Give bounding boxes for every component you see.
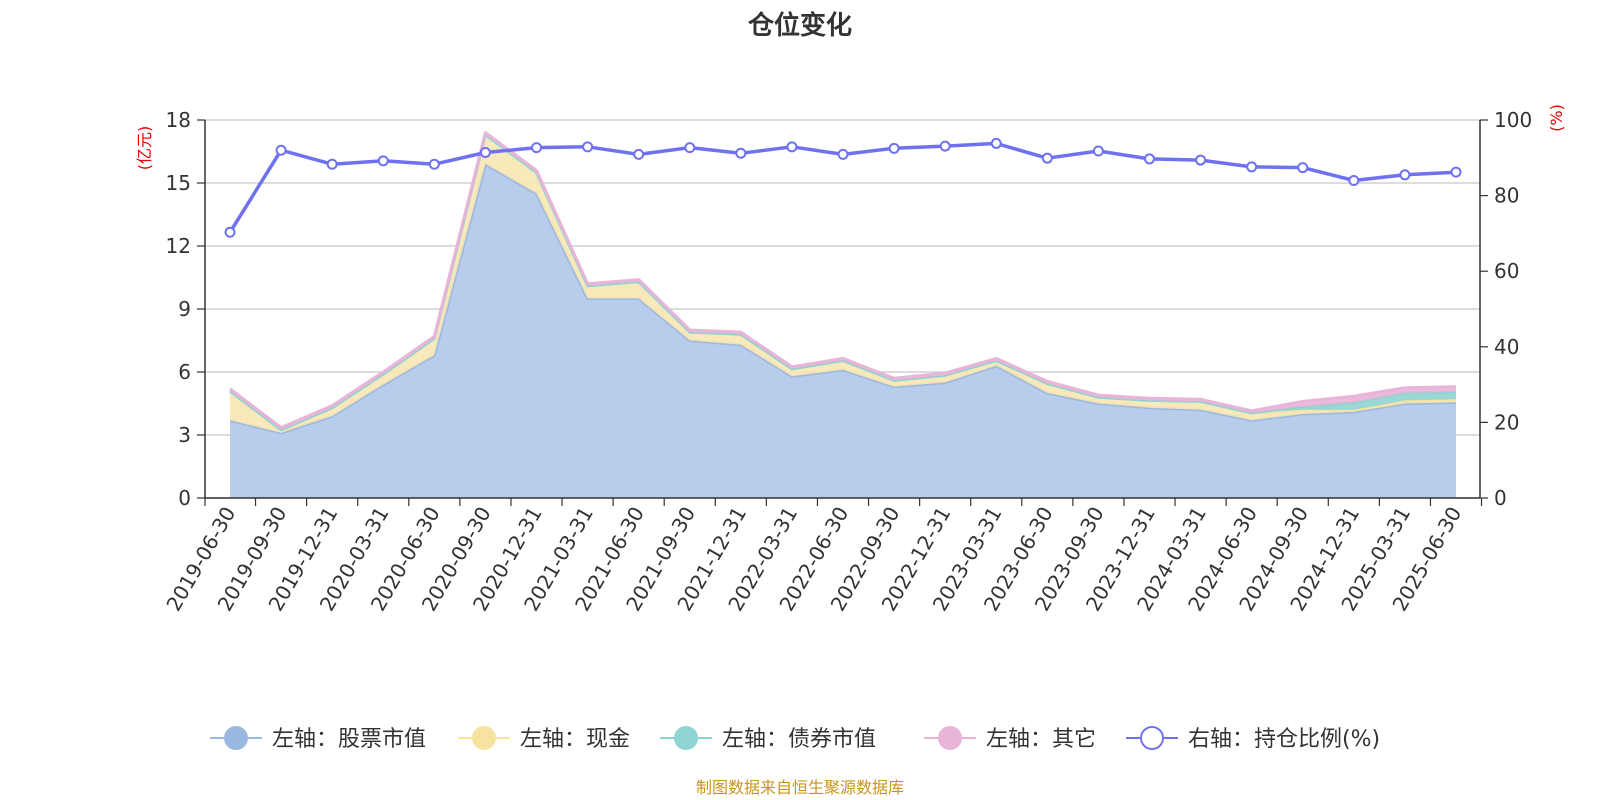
legend-marker: [938, 726, 962, 750]
ratio-point: [1297, 162, 1309, 174]
right-tick-label: 100: [1494, 108, 1532, 132]
ratio-point: [377, 155, 389, 167]
left-tick-label: 6: [178, 360, 191, 384]
ratio-point: [684, 142, 696, 154]
ratio-point: [1399, 169, 1411, 181]
legend-label: 左轴：债券市值: [722, 727, 876, 752]
stacked-areas: [229, 131, 1457, 498]
right-axis-unit: (%): [1547, 104, 1566, 132]
left-tick-label: 12: [166, 234, 191, 258]
legend-label: 左轴：其它: [986, 727, 1096, 752]
right-tick-label: 40: [1494, 335, 1519, 359]
ratio-point: [633, 148, 645, 160]
ratio-point: [888, 142, 900, 154]
legend-marker: [224, 726, 248, 750]
ratio-point: [1195, 154, 1207, 166]
other-area-edge: [229, 131, 1457, 430]
legend-item: 左轴：其它: [924, 726, 1096, 752]
legend-item: 右轴：持仓比例(%): [1126, 726, 1380, 752]
left-tick-label: 15: [166, 171, 191, 195]
left-tick-label: 3: [178, 423, 191, 447]
ratio-point: [837, 148, 849, 160]
right-tick-label: 20: [1494, 410, 1519, 434]
stock-value-area: [230, 164, 1456, 498]
ratio-point: [939, 140, 951, 152]
ratio-point: [1450, 166, 1462, 178]
data-source-note: 制图数据来自恒生聚源数据库: [696, 778, 904, 797]
legend-label: 左轴：股票市值: [272, 727, 426, 752]
ratio-point: [479, 147, 491, 159]
legend-marker: [674, 726, 698, 750]
ratio-point: [275, 144, 287, 156]
ratio-point: [1092, 145, 1104, 157]
ratio-line: [224, 137, 1462, 238]
legend-item: 左轴：债券市值: [660, 726, 876, 752]
ratio-point: [582, 141, 594, 153]
ratio-point: [531, 142, 542, 154]
legend-label: 右轴：持仓比例(%): [1188, 727, 1380, 752]
right-tick-label: 60: [1494, 259, 1519, 283]
legend-marker: [472, 726, 496, 750]
other-area: [230, 132, 1456, 430]
cash-area: [230, 134, 1456, 433]
ratio-point: [1041, 152, 1053, 164]
legend-item: 左轴：现金: [458, 726, 630, 752]
left-tick-label: 0: [178, 486, 191, 510]
legend-item: 左轴：股票市值: [210, 726, 426, 752]
chart-title: 仓位变化: [747, 10, 852, 41]
legend: 左轴：股票市值 左轴：现金 左轴：债券市值 左轴：其它 右轴：持仓比例(%): [210, 726, 1380, 752]
ratio-point: [735, 147, 747, 159]
ratio-point: [990, 137, 1002, 149]
right-tick-label: 0: [1494, 486, 1507, 510]
ratio-point: [326, 158, 338, 170]
legend-marker: [1140, 726, 1164, 750]
ratio-point: [786, 141, 798, 153]
legend-label: 左轴：现金: [520, 727, 630, 752]
ratio-point: [224, 226, 236, 238]
left-axis-unit: (亿元): [135, 126, 154, 171]
ratio-point: [1144, 153, 1155, 165]
ratio-point: [1246, 161, 1258, 173]
left-tick-label: 18: [166, 108, 191, 132]
left-tick-label: 9: [178, 297, 191, 321]
ratio-point: [1348, 174, 1360, 186]
ratio-point: [428, 158, 440, 170]
right-tick-label: 80: [1494, 184, 1519, 208]
